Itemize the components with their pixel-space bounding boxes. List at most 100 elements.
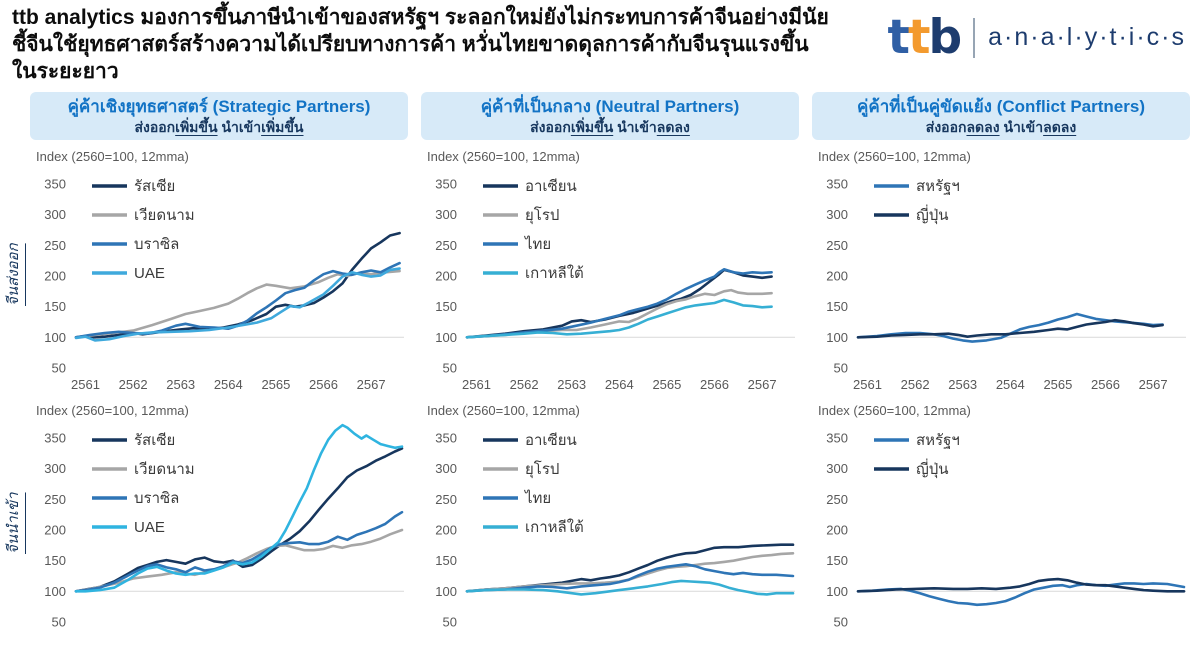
legend-label: บราซิล xyxy=(134,490,179,507)
y-tick-label: 350 xyxy=(435,177,457,192)
y-tick-label: 300 xyxy=(435,207,457,222)
series-line-ญี่ปุ่น xyxy=(856,577,1186,593)
legend-label: ญี่ปุ่น xyxy=(916,204,949,225)
series-line-ไทย xyxy=(465,563,795,593)
chart-svg-imports-conflict: Index (2560=100, 12mma) 350 300 250 200 150 10… xyxy=(818,403,1186,630)
series-line-ยุโรป xyxy=(465,552,795,593)
legend-label: ไทย xyxy=(524,235,551,253)
legend-label: เวียดนาม xyxy=(134,461,195,478)
chart-svg-imports-strategic: Index (2560=100, 12mma) 350 300 250 200 150 10… xyxy=(36,403,404,630)
x-tick-label: 2566 xyxy=(700,377,729,392)
x-tick-label: 2564 xyxy=(996,377,1025,392)
column-subtitle-part: ส่งออก xyxy=(134,119,176,135)
series-line-UAE xyxy=(74,267,401,342)
x-tick-label: 2567 xyxy=(1139,377,1168,392)
x-tick-label: 2562 xyxy=(510,377,539,392)
column-subtitle-strategic: ส่งออกเพิ่มขึ้น นำเข้าเพิ่มขึ้น xyxy=(30,118,408,137)
chart-index-title: Index (2560=100, 12mma) xyxy=(36,403,189,418)
column-headers: คู่ค้าเชิงยุทธศาสตร์ (Strategic Partners… xyxy=(30,92,1190,140)
column-subtitle-part: นำเข้า xyxy=(613,119,657,135)
y-tick-label: 150 xyxy=(435,299,457,314)
headline-line-1: ttb analytics มองการขึ้นภาษีนำเข้าของสหร… xyxy=(12,6,829,29)
y-tick-label: 100 xyxy=(826,330,848,345)
y-tick-label: 150 xyxy=(826,553,848,568)
column-title-strategic: คู่ค้าเชิงยุทธศาสตร์ (Strategic Partners… xyxy=(67,97,371,116)
column-subtitle-part: เพิ่มขึ้น xyxy=(570,119,614,135)
chart-index-title: Index (2560=100, 12mma) xyxy=(36,149,189,164)
column-subtitle-part: ส่งออก xyxy=(925,119,967,135)
x-tick-label: 2565 xyxy=(261,377,290,392)
y-tick-label: 300 xyxy=(826,461,848,476)
y-tick-label: 350 xyxy=(826,431,848,446)
y-tick-label: 100 xyxy=(435,584,457,599)
row-label-china-imports: จีนนำเข้า xyxy=(5,492,22,554)
series-line-อาเซียน xyxy=(465,268,773,339)
column-subtitle-part: ส่งออก xyxy=(530,119,571,135)
y-tick-label: 200 xyxy=(435,523,457,538)
column-subtitle-part: เพิ่มขึ้น xyxy=(261,119,304,135)
chart-svg-exports-neutral: Index (2560=100, 12mma) 350 300 250 200 150 10… xyxy=(427,149,795,392)
series-line-สหรัฐฯ xyxy=(856,582,1186,607)
x-tick-label: 2567 xyxy=(748,377,777,392)
series-line-รัสเซีย xyxy=(74,231,401,339)
infographic-page: { "palette":{ "navy":"#17365D","gray":"#… xyxy=(5,6,1190,630)
x-tick-label: 2563 xyxy=(948,377,977,392)
legend-label: รัสเซีย xyxy=(134,432,175,449)
y-tick-label: 100 xyxy=(826,584,848,599)
series-line-UAE xyxy=(74,423,404,593)
y-tick-label: 200 xyxy=(826,269,848,284)
chart-imports-conflict: Index (2560=100, 12mma) 350 300 250 200 150 10… xyxy=(812,400,1190,648)
legend-label: อาเซียน xyxy=(525,178,577,195)
column-subtitle-part: นำเข้า xyxy=(999,119,1044,135)
chart-exports-conflict: Index (2560=100, 12mma) 350 300 250 200 150 10… xyxy=(812,146,1190,394)
column-subtitle-neutral: ส่งออกเพิ่มขึ้น นำเข้าลดลง xyxy=(421,118,799,137)
y-tick-label: 200 xyxy=(44,523,66,538)
y-tick-label: 50 xyxy=(834,361,848,376)
y-tick-label: 300 xyxy=(435,461,457,476)
y-tick-label: 50 xyxy=(443,361,457,376)
ttb-analytics-logo: ttb a·n·a·l·y·t·i·c·s xyxy=(888,14,1186,61)
series-line-รัสเซีย xyxy=(74,447,404,593)
y-tick-label: 300 xyxy=(826,207,848,222)
y-tick-label: 50 xyxy=(52,615,66,630)
y-tick-label: 350 xyxy=(435,431,457,446)
y-tick-label: 150 xyxy=(826,299,848,314)
column-title-conflict: คู่ค้าที่เป็นคู่ขัดแย้ง (Conflict Partne… xyxy=(857,97,1145,116)
headline-line-2: ชี้จีนใช้ยุทธศาสตร์สร้างความได้เปรียบทาง… xyxy=(12,33,809,56)
legend-label: สหรัฐฯ xyxy=(916,178,960,195)
x-tick-label: 2561 xyxy=(71,377,100,392)
column-header-strategic: คู่ค้าเชิงยุทธศาสตร์ (Strategic Partners… xyxy=(30,92,408,140)
column-subtitle-part: นำเข้า xyxy=(217,119,262,135)
column-subtitle-conflict: ส่งออกลดลง นำเข้าลดลง xyxy=(812,118,1190,137)
column-header-conflict: คู่ค้าที่เป็นคู่ขัดแย้ง (Conflict Partne… xyxy=(812,92,1190,140)
x-tick-label: 2566 xyxy=(309,377,338,392)
series-line-บราซิล xyxy=(74,510,404,593)
y-tick-label: 50 xyxy=(834,615,848,630)
legend-label: อาเซียน xyxy=(525,432,577,449)
chart-svg-exports-conflict: Index (2560=100, 12mma) 350 300 250 200 150 10… xyxy=(818,149,1186,392)
y-tick-label: 300 xyxy=(44,207,66,222)
series-line-เวียดนาม xyxy=(74,269,401,339)
y-tick-label: 200 xyxy=(44,269,66,284)
row-label-china-exports: จีนส่งออก xyxy=(5,243,22,307)
chart-exports-strategic: Index (2560=100, 12mma) 350 300 250 200 150 10… xyxy=(30,146,408,394)
y-tick-label: 250 xyxy=(826,238,848,253)
x-tick-label: 2565 xyxy=(652,377,681,392)
series-line-เกาหลีใต้ xyxy=(465,579,795,596)
legend-label: UAE xyxy=(134,519,165,536)
x-tick-label: 2566 xyxy=(1091,377,1120,392)
chart-index-title: Index (2560=100, 12mma) xyxy=(818,149,971,164)
chart-imports-neutral: Index (2560=100, 12mma) 350 300 250 200 150 10… xyxy=(421,400,799,648)
legend-label: ญี่ปุ่น xyxy=(916,458,949,479)
legend-label: เวียดนาม xyxy=(134,207,195,224)
y-tick-label: 200 xyxy=(435,269,457,284)
x-tick-label: 2562 xyxy=(901,377,930,392)
logo-analytics-text: a·n·a·l·y·t·i·c·s xyxy=(988,23,1186,51)
series-line-อาเซียน xyxy=(465,543,795,593)
column-header-neutral: คู่ค้าที่เป็นกลาง (Neutral Partners) ส่ง… xyxy=(421,92,799,140)
series-line-เกาหลีใต้ xyxy=(465,298,773,339)
y-tick-label: 100 xyxy=(44,330,66,345)
y-tick-label: 350 xyxy=(826,177,848,192)
chart-svg-exports-strategic: Index (2560=100, 12mma) 350 300 250 200 150 10… xyxy=(36,149,404,392)
column-subtitle-part: ลดลง xyxy=(1043,119,1077,135)
